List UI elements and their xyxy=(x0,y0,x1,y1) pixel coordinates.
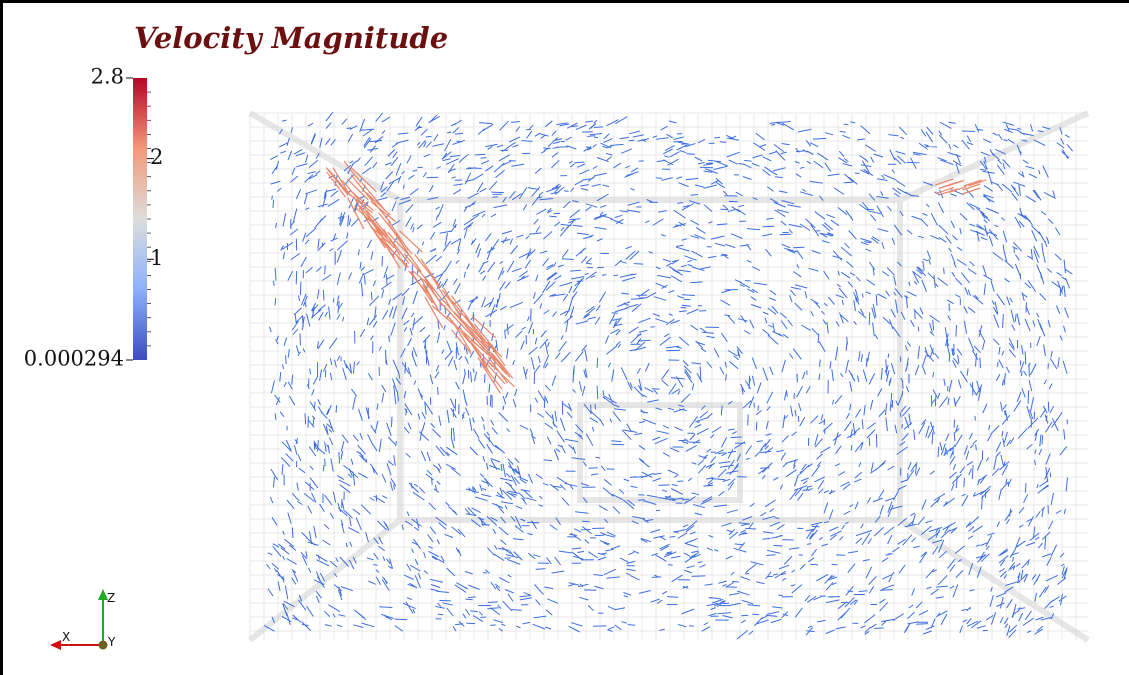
orientation-axes: Z X Y xyxy=(50,589,116,650)
y-axis xyxy=(98,640,108,650)
mesh-inner-box xyxy=(248,110,1090,643)
legend-tick-label: 2 xyxy=(150,145,163,169)
legend-tick-label: 1 xyxy=(150,246,163,270)
legend-title: Velocity Magnitude xyxy=(134,21,448,55)
color-legend: 2.8 0.000294 2 1 xyxy=(24,65,164,371)
warm-glyphs xyxy=(325,160,987,394)
y-label: Y xyxy=(107,635,116,649)
x-label: X xyxy=(62,630,70,644)
legend-max-label: 2.8 xyxy=(91,65,124,89)
blue-glyphs xyxy=(263,111,1073,640)
color-bar xyxy=(133,78,147,360)
legend-min-label: 0.000294 xyxy=(24,347,124,371)
z-label: Z xyxy=(107,591,115,605)
velocity-glyphs xyxy=(263,111,1073,640)
x-arrow xyxy=(50,640,61,650)
z-arrow xyxy=(98,589,108,600)
